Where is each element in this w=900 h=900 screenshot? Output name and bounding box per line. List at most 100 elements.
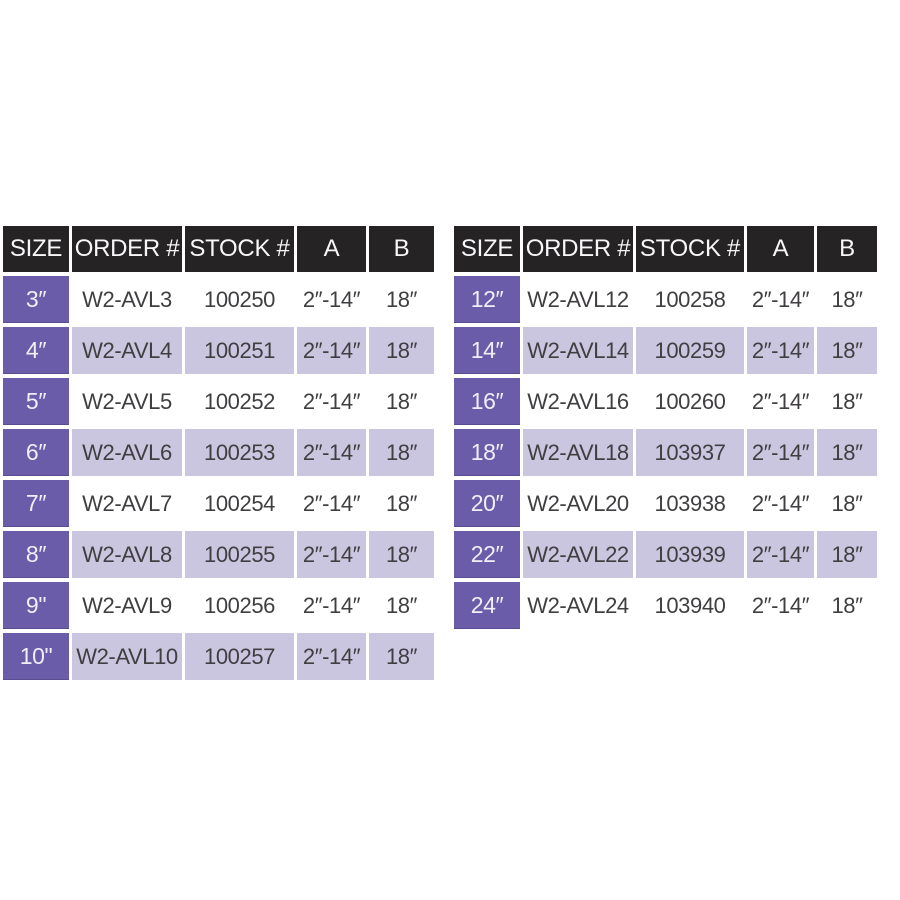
cell-order: W2-AVL7 <box>72 480 182 527</box>
table-row: 18″ W2-AVL18 103937 2″-14″ 18″ <box>454 429 877 476</box>
table-row: 10" W2-AVL10 100257 2″-14″ 18″ <box>3 633 434 680</box>
cell-order: W2-AVL14 <box>523 327 633 374</box>
col-header-stock: STOCK # <box>636 226 744 272</box>
cell-stock: 103937 <box>636 429 744 476</box>
col-header-order: ORDER # <box>72 226 182 272</box>
cell-b: 18″ <box>817 429 877 476</box>
cell-size: 6″ <box>3 429 69 476</box>
header-row: SIZE ORDER # STOCK # A B <box>454 226 877 272</box>
table-row: 6″ W2-AVL6 100253 2″-14″ 18″ <box>3 429 434 476</box>
cell-b: 18″ <box>817 276 877 323</box>
cell-b: 18″ <box>369 276 434 323</box>
cell-a: 2″-14″ <box>747 429 814 476</box>
cell-a: 2″-14″ <box>297 429 366 476</box>
cell-order: W2-AVL4 <box>72 327 182 374</box>
cell-size: 4″ <box>3 327 69 374</box>
table-row: 8″ W2-AVL8 100255 2″-14″ 18″ <box>3 531 434 578</box>
cell-order: W2-AVL22 <box>523 531 633 578</box>
cell-stock: 100258 <box>636 276 744 323</box>
cell-order: W2-AVL18 <box>523 429 633 476</box>
cell-stock: 100257 <box>185 633 294 680</box>
cell-size: 20″ <box>454 480 520 527</box>
table-row: 9" W2-AVL9 100256 2″-14″ 18″ <box>3 582 434 629</box>
spec-tables-container: SIZE ORDER # STOCK # A B 3″ W2-AVL3 1002… <box>0 222 880 684</box>
table-row: 7″ W2-AVL7 100254 2″-14″ 18″ <box>3 480 434 527</box>
cell-stock: 100254 <box>185 480 294 527</box>
cell-stock: 100255 <box>185 531 294 578</box>
cell-size: 22″ <box>454 531 520 578</box>
cell-order: W2-AVL9 <box>72 582 182 629</box>
cell-stock: 100253 <box>185 429 294 476</box>
cell-size: 5″ <box>3 378 69 425</box>
table-row: 14″ W2-AVL14 100259 2″-14″ 18″ <box>454 327 877 374</box>
cell-size: 24″ <box>454 582 520 629</box>
cell-b: 18″ <box>369 531 434 578</box>
spec-table-right: SIZE ORDER # STOCK # A B 12″ W2-AVL12 10… <box>451 222 880 633</box>
cell-stock: 100252 <box>185 378 294 425</box>
cell-a: 2″-14″ <box>747 327 814 374</box>
col-header-b: B <box>369 226 434 272</box>
cell-stock: 100256 <box>185 582 294 629</box>
cell-b: 18″ <box>369 480 434 527</box>
cell-b: 18″ <box>817 531 877 578</box>
cell-order: W2-AVL20 <box>523 480 633 527</box>
cell-size: 18″ <box>454 429 520 476</box>
table-row: 5″ W2-AVL5 100252 2″-14″ 18″ <box>3 378 434 425</box>
cell-b: 18″ <box>369 378 434 425</box>
cell-b: 18″ <box>817 582 877 629</box>
cell-order: W2-AVL8 <box>72 531 182 578</box>
cell-order: W2-AVL5 <box>72 378 182 425</box>
cell-a: 2″-14″ <box>297 531 366 578</box>
cell-a: 2″-14″ <box>747 582 814 629</box>
cell-b: 18″ <box>369 633 434 680</box>
cell-order: W2-AVL24 <box>523 582 633 629</box>
col-header-a: A <box>297 226 366 272</box>
col-header-stock: STOCK # <box>185 226 294 272</box>
spec-table-left: SIZE ORDER # STOCK # A B 3″ W2-AVL3 1002… <box>0 222 437 684</box>
cell-stock: 100259 <box>636 327 744 374</box>
col-header-b: B <box>817 226 877 272</box>
col-header-size: SIZE <box>454 226 520 272</box>
cell-b: 18″ <box>817 378 877 425</box>
cell-size: 8″ <box>3 531 69 578</box>
cell-stock: 100250 <box>185 276 294 323</box>
cell-b: 18″ <box>369 429 434 476</box>
cell-size: 9" <box>3 582 69 629</box>
cell-a: 2″-14″ <box>297 378 366 425</box>
cell-size: 3″ <box>3 276 69 323</box>
table-row: 22″ W2-AVL22 103939 2″-14″ 18″ <box>454 531 877 578</box>
cell-order: W2-AVL3 <box>72 276 182 323</box>
cell-b: 18″ <box>817 327 877 374</box>
cell-a: 2″-14″ <box>297 582 366 629</box>
cell-order: W2-AVL16 <box>523 378 633 425</box>
cell-a: 2″-14″ <box>747 378 814 425</box>
cell-b: 18″ <box>817 480 877 527</box>
table-row: 16″ W2-AVL16 100260 2″-14″ 18″ <box>454 378 877 425</box>
cell-a: 2″-14″ <box>297 633 366 680</box>
cell-a: 2″-14″ <box>297 327 366 374</box>
table-row: 20″ W2-AVL20 103938 2″-14″ 18″ <box>454 480 877 527</box>
cell-a: 2″-14″ <box>747 531 814 578</box>
col-header-order: ORDER # <box>523 226 633 272</box>
cell-a: 2″-14″ <box>297 276 366 323</box>
cell-size: 12″ <box>454 276 520 323</box>
cell-order: W2-AVL12 <box>523 276 633 323</box>
cell-order: W2-AVL6 <box>72 429 182 476</box>
cell-a: 2″-14″ <box>747 480 814 527</box>
cell-a: 2″-14″ <box>297 480 366 527</box>
cell-size: 14″ <box>454 327 520 374</box>
cell-stock: 103940 <box>636 582 744 629</box>
cell-stock: 100260 <box>636 378 744 425</box>
col-header-a: A <box>747 226 814 272</box>
cell-order: W2-AVL10 <box>72 633 182 680</box>
cell-stock: 103938 <box>636 480 744 527</box>
cell-size: 16″ <box>454 378 520 425</box>
cell-b: 18″ <box>369 327 434 374</box>
table-row: 4″ W2-AVL4 100251 2″-14″ 18″ <box>3 327 434 374</box>
cell-a: 2″-14″ <box>747 276 814 323</box>
cell-stock: 100251 <box>185 327 294 374</box>
cell-stock: 103939 <box>636 531 744 578</box>
table-row: 24″ W2-AVL24 103940 2″-14″ 18″ <box>454 582 877 629</box>
cell-size: 7″ <box>3 480 69 527</box>
